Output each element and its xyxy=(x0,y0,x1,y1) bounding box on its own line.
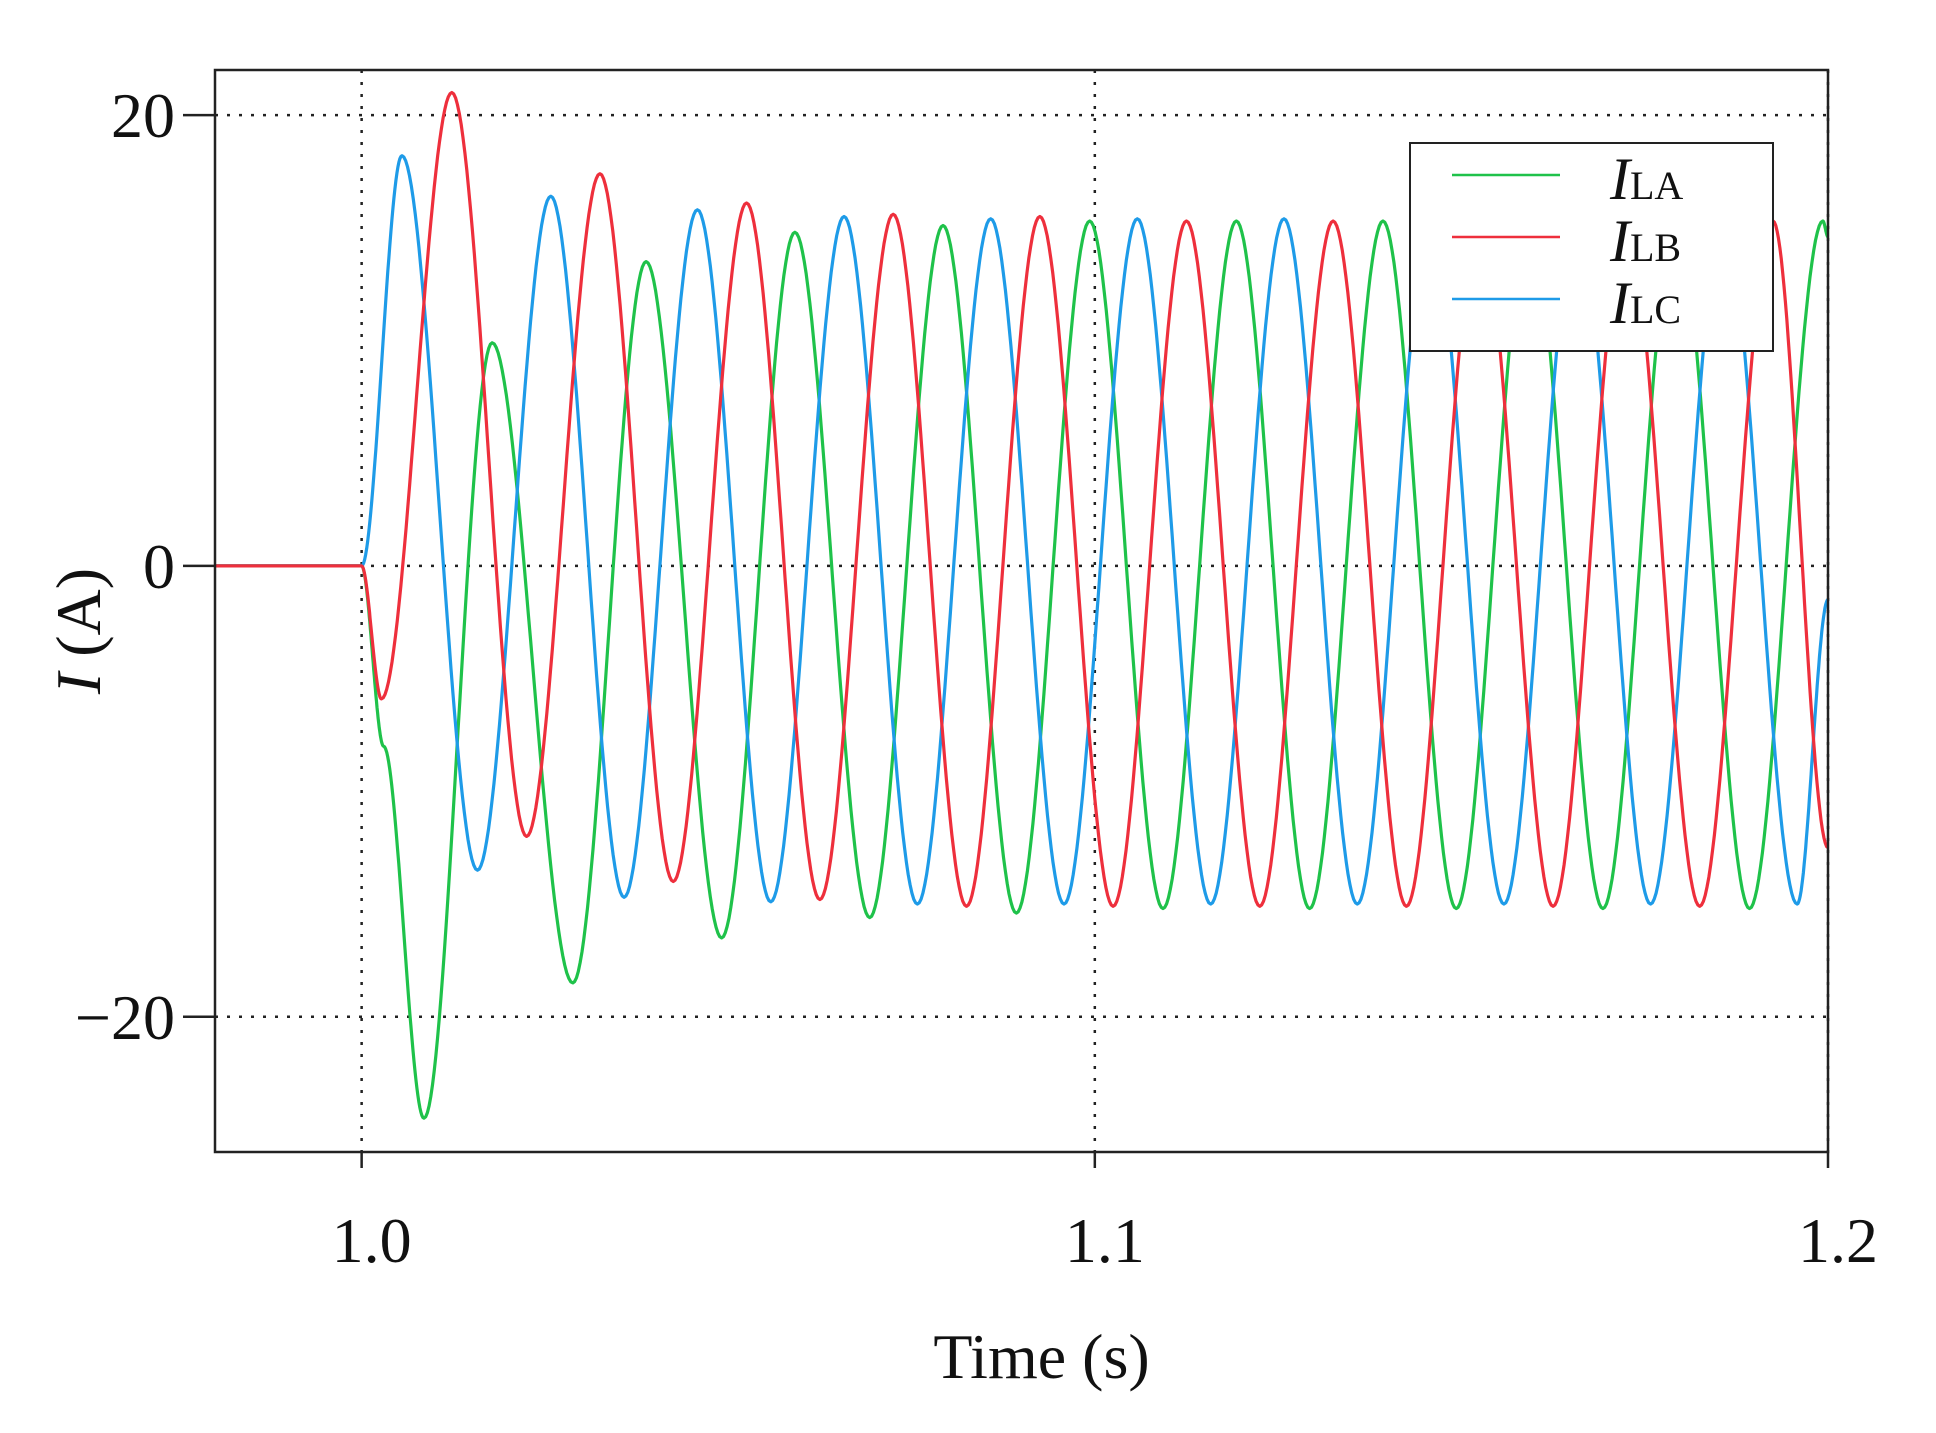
legend-subscript-ilb: LB xyxy=(1630,225,1681,270)
legend-symbol-ilc: I xyxy=(1609,270,1633,336)
y-axis-unit: (A) xyxy=(43,568,114,673)
y-tick-label: 20 xyxy=(111,80,175,151)
y-tick-label: −20 xyxy=(75,982,175,1053)
plot-series xyxy=(215,90,1830,1120)
x-tick-label: 1.1 xyxy=(1065,1205,1145,1276)
legend-label-ilc: ILC xyxy=(1609,270,1681,336)
legend-box xyxy=(1409,142,1774,352)
legend-subscript-ilc: LC xyxy=(1630,287,1681,332)
legend-entry-ila: ILA xyxy=(1452,146,1683,212)
legend-entry-ilc: ILC xyxy=(1452,270,1681,336)
y-tick-label: 0 xyxy=(143,531,175,602)
series-line-ilb xyxy=(215,90,1830,908)
legend-symbol-ilb: I xyxy=(1609,208,1633,274)
legend-entry-ilb: ILB xyxy=(1452,208,1681,274)
plot-frame xyxy=(213,68,1830,1154)
x-tick-label: 1.0 xyxy=(332,1205,412,1276)
x-axis-title: Time (s) xyxy=(933,1321,1149,1392)
legend-label-ila: ILA xyxy=(1609,146,1683,212)
axis-ticks: 1.0 1.1 1.2 20 0 −20 xyxy=(75,80,1878,1276)
series-line-ilc xyxy=(215,154,1829,906)
legend-symbol-ila: I xyxy=(1609,146,1633,212)
legend-label-ilb: ILB xyxy=(1609,208,1681,274)
legend: ILA ILB ILC xyxy=(1409,142,1774,352)
x-tick-label: 1.2 xyxy=(1798,1205,1878,1276)
y-axis-symbol: I xyxy=(43,670,114,695)
series-line-ila xyxy=(215,219,1830,1120)
legend-subscript-ila: LA xyxy=(1630,163,1683,208)
y-axis-title: I (A) xyxy=(43,568,114,695)
